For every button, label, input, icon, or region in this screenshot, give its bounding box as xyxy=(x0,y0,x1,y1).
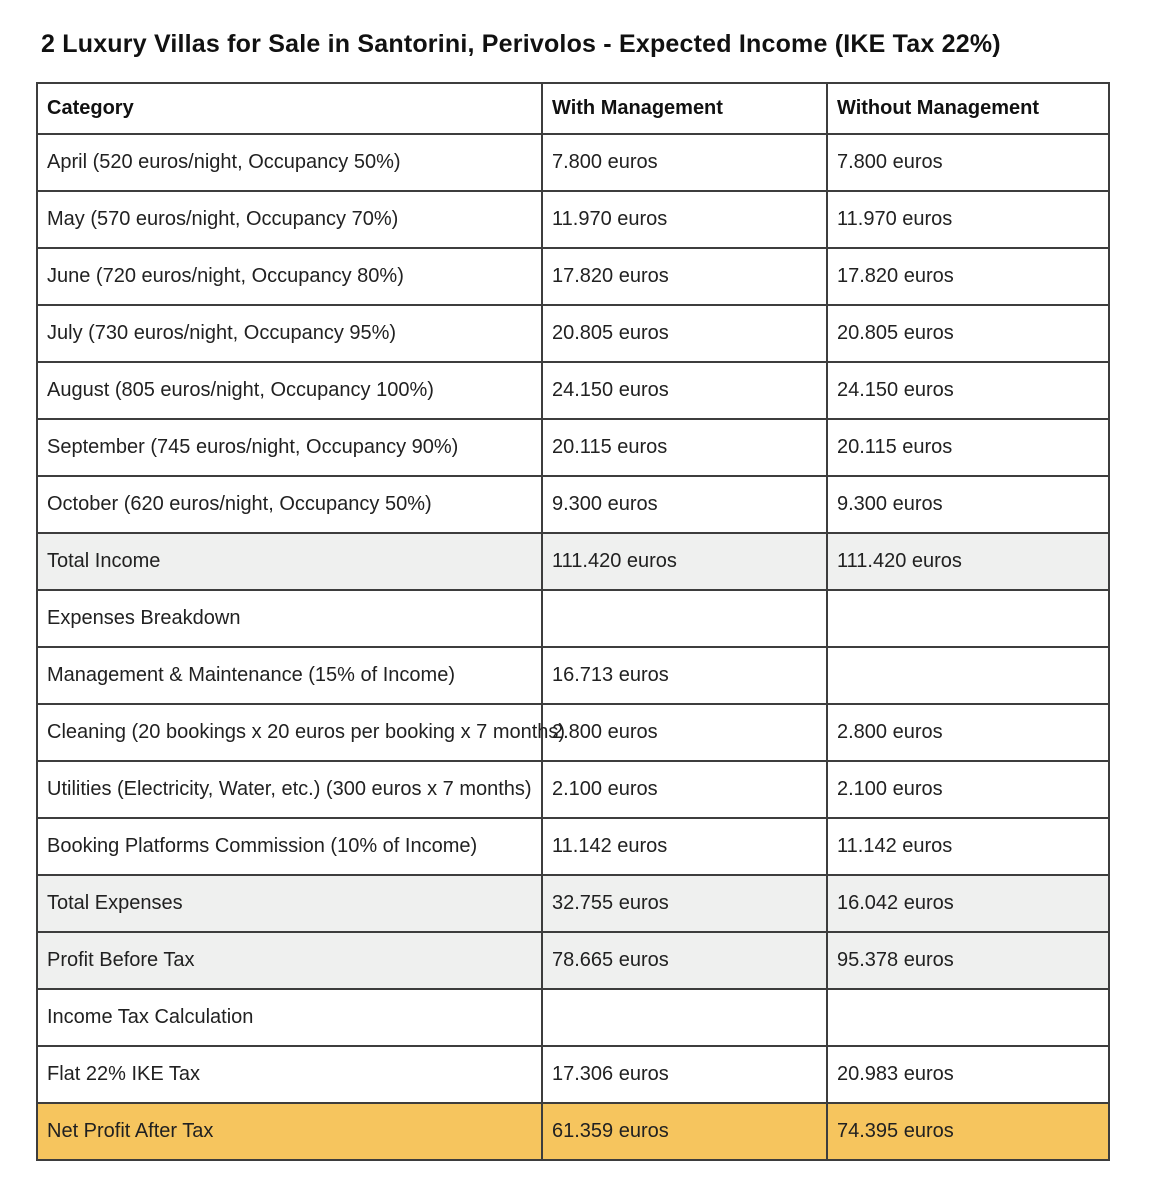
table-row: Income Tax Calculation xyxy=(36,988,1110,1047)
category-cell: September (745 euros/night, Occupancy 90… xyxy=(36,418,543,477)
with-management-cell: 20.805 euros xyxy=(541,304,828,363)
header-row: Category With Management Without Managem… xyxy=(36,82,1110,135)
table-row: Cleaning (20 bookings x 20 euros per boo… xyxy=(36,703,1110,762)
with-management-cell: 17.306 euros xyxy=(541,1045,828,1104)
with-management-cell: 20.115 euros xyxy=(541,418,828,477)
category-cell: August (805 euros/night, Occupancy 100%) xyxy=(36,361,543,420)
table-row: April (520 euros/night, Occupancy 50%) 7.… xyxy=(36,133,1110,192)
table-row: Flat 22% IKE Tax 17.306 euros 20.983 euros xyxy=(36,1045,1110,1104)
category-cell: Total Expenses xyxy=(36,874,543,933)
table-row: Total Income 111.420 euros 111.420 euros xyxy=(36,532,1110,591)
without-management-cell xyxy=(826,646,1110,705)
table-row: June (720 euros/night, Occupancy 80%) 17.… xyxy=(36,247,1110,306)
table-row: July (730 euros/night, Occupancy 95%) 20.… xyxy=(36,304,1110,363)
category-cell: Net Profit After Tax xyxy=(36,1102,543,1161)
income-table-header: Category With Management Without Managem… xyxy=(36,82,1110,135)
without-management-cell: 2.100 euros xyxy=(826,760,1110,819)
with-management-cell: 2.100 euros xyxy=(541,760,828,819)
category-cell: July (730 euros/night, Occupancy 95%) xyxy=(36,304,543,363)
category-cell: Expenses Breakdown xyxy=(36,589,543,648)
with-management-cell: 11.970 euros xyxy=(541,190,828,249)
category-cell: April (520 euros/night, Occupancy 50%) xyxy=(36,133,543,192)
income-table: Category With Management Without Managem… xyxy=(36,82,1110,1161)
without-management-cell: 20.983 euros xyxy=(826,1045,1110,1104)
without-management-cell: 20.805 euros xyxy=(826,304,1110,363)
column-header-with-management: With Management xyxy=(541,82,828,135)
category-cell: October (620 euros/night, Occupancy 50%) xyxy=(36,475,543,534)
category-cell: Total Income xyxy=(36,532,543,591)
with-management-cell xyxy=(541,589,828,648)
without-management-cell: 24.150 euros xyxy=(826,361,1110,420)
with-management-cell: 111.420 euros xyxy=(541,532,828,591)
with-management-cell: 32.755 euros xyxy=(541,874,828,933)
table-row: May (570 euros/night, Occupancy 70%) 11.9… xyxy=(36,190,1110,249)
with-management-cell: 7.800 euros xyxy=(541,133,828,192)
without-management-cell: 20.115 euros xyxy=(826,418,1110,477)
without-management-cell: 11.970 euros xyxy=(826,190,1110,249)
without-management-cell: 17.820 euros xyxy=(826,247,1110,306)
category-cell: Utilities (Electricity, Water, etc.) (30… xyxy=(36,760,543,819)
table-row: Profit Before Tax 78.665 euros 95.378 euro… xyxy=(36,931,1110,990)
category-cell: May (570 euros/night, Occupancy 70%) xyxy=(36,190,543,249)
category-cell: Profit Before Tax xyxy=(36,931,543,990)
table-row: Net Profit After Tax 61.359 euros 74.395 e… xyxy=(36,1102,1110,1161)
with-management-cell xyxy=(541,988,828,1047)
table-row: September (745 euros/night, Occupancy 90… xyxy=(36,418,1110,477)
category-cell: Booking Platforms Commission (10% of Inc… xyxy=(36,817,543,876)
without-management-cell: 111.420 euros xyxy=(826,532,1110,591)
with-management-cell: 16.713 euros xyxy=(541,646,828,705)
without-management-cell xyxy=(826,589,1110,648)
column-header-without-management: Without Management xyxy=(826,82,1110,135)
category-cell: Flat 22% IKE Tax xyxy=(36,1045,543,1104)
with-management-cell: 24.150 euros xyxy=(541,361,828,420)
category-cell: Income Tax Calculation xyxy=(36,988,543,1047)
with-management-cell: 2.800 euros xyxy=(541,703,828,762)
category-cell: Cleaning (20 bookings x 20 euros per boo… xyxy=(36,703,565,762)
column-header-category: Category xyxy=(36,82,543,135)
without-management-cell: 2.800 euros xyxy=(826,703,1110,762)
without-management-cell: 7.800 euros xyxy=(826,133,1110,192)
without-management-cell: 11.142 euros xyxy=(826,817,1110,876)
with-management-cell: 78.665 euros xyxy=(541,931,828,990)
table-row: Expenses Breakdown xyxy=(36,589,1110,648)
income-table-body: April (520 euros/night, Occupancy 50%) 7.… xyxy=(36,133,1110,1161)
with-management-cell: 61.359 euros xyxy=(541,1102,828,1161)
category-cell: Management & Maintenance (15% of Income) xyxy=(36,646,543,705)
without-management-cell xyxy=(826,988,1110,1047)
with-management-cell: 9.300 euros xyxy=(541,475,828,534)
with-management-cell: 17.820 euros xyxy=(541,247,828,306)
page-title: 2 Luxury Villas for Sale in Santorini, P… xyxy=(41,30,1001,58)
without-management-cell: 95.378 euros xyxy=(826,931,1110,990)
table-row: Utilities (Electricity, Water, etc.) (30… xyxy=(36,760,1110,819)
without-management-cell: 9.300 euros xyxy=(826,475,1110,534)
table-row: October (620 euros/night, Occupancy 50%)… xyxy=(36,475,1110,534)
without-management-cell: 16.042 euros xyxy=(826,874,1110,933)
table-row: Total Expenses 32.755 euros 16.042 euros xyxy=(36,874,1110,933)
table-row: Management & Maintenance (15% of Income)… xyxy=(36,646,1110,705)
table-row: Booking Platforms Commission (10% of Inc… xyxy=(36,817,1110,876)
with-management-cell: 11.142 euros xyxy=(541,817,828,876)
category-cell: June (720 euros/night, Occupancy 80%) xyxy=(36,247,543,306)
table-row: August (805 euros/night, Occupancy 100%)… xyxy=(36,361,1110,420)
without-management-cell: 74.395 euros xyxy=(826,1102,1110,1161)
